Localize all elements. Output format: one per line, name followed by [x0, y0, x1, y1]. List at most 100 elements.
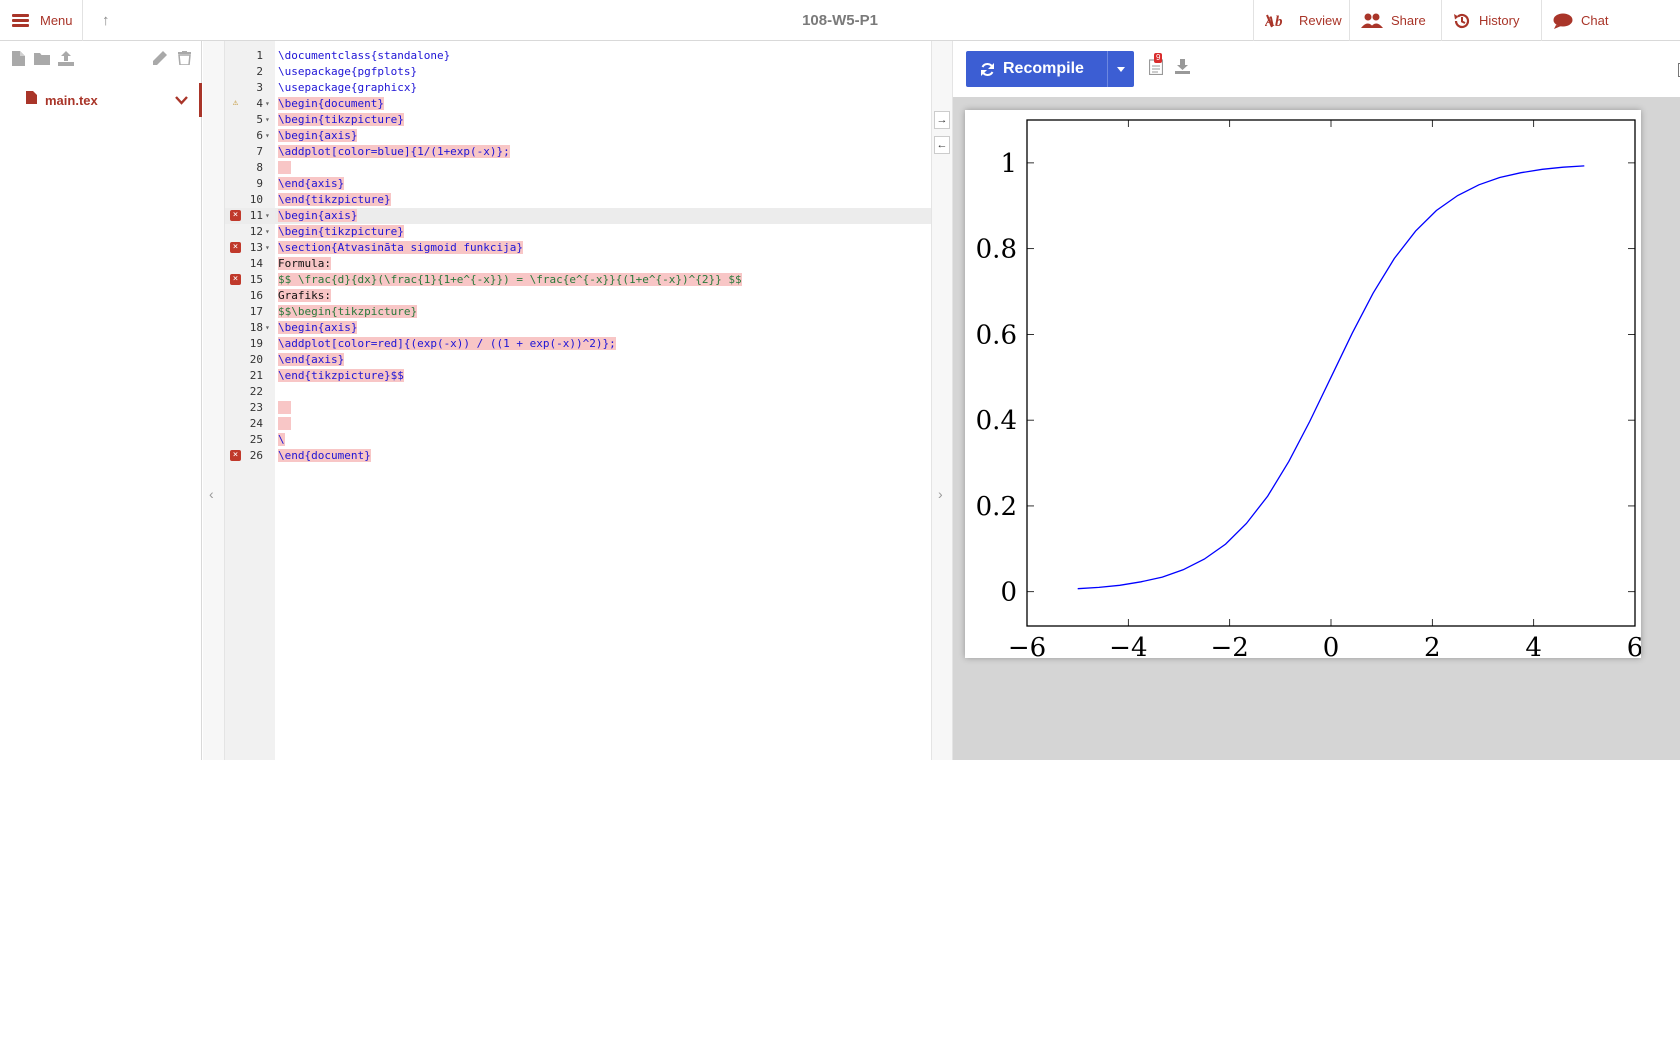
review-button[interactable]: Ab Review	[1265, 0, 1342, 41]
file-icon	[26, 91, 37, 109]
share-button[interactable]: Share	[1361, 0, 1426, 41]
code-line[interactable]: 17 $$\begin{tikzpicture}	[225, 304, 931, 320]
y-tick-label: 1	[1000, 149, 1017, 179]
line-number: 8	[256, 161, 263, 174]
code-text: \end{tikzpicture}	[278, 193, 391, 206]
line-number: 21	[249, 369, 263, 382]
file-name: main.tex	[45, 92, 98, 108]
pane-splitter[interactable]: → ← ›	[931, 41, 953, 760]
line-number: 1	[256, 49, 263, 62]
sigmoid-series-line	[1077, 165, 1585, 590]
sync-to-code-button[interactable]: ←	[934, 136, 950, 154]
fold-toggle-icon[interactable]: ▾	[265, 227, 270, 236]
line-number: 18	[249, 321, 263, 334]
code-text: \begin{document}	[278, 97, 384, 110]
x-tick-label: −6	[1008, 633, 1046, 658]
recompile-options-dropdown[interactable]	[1107, 51, 1134, 87]
code-line[interactable]: 12 ▾ \begin{tikzpicture}	[225, 224, 931, 240]
error-icon[interactable]: ×	[230, 450, 241, 461]
code-line[interactable]: 25 \	[225, 432, 931, 448]
collapse-sidebar-handle[interactable]: ‹	[203, 41, 225, 760]
x-tick-label: 4	[1525, 633, 1542, 658]
code-line[interactable]: 3 \usepackage{graphicx}	[225, 80, 931, 96]
fold-toggle-icon[interactable]: ▾	[265, 211, 270, 220]
new-folder-icon[interactable]	[34, 50, 50, 66]
y-tick-label: 0.4	[976, 406, 1017, 436]
code-line[interactable]: 6 ▾ \begin{axis}	[225, 128, 931, 144]
code-line[interactable]: × 15 $$ \frac{d}{dx}(\frac{1}{1+e^{-x}}) =…	[225, 272, 931, 288]
line-number: 24	[249, 417, 263, 430]
recompile-button[interactable]: Recompile	[966, 51, 1134, 87]
code-line[interactable]: 7 \addplot[color=blue]{1/(1+exp(-x)};	[225, 144, 931, 160]
code-line[interactable]: 16 Grafiks:	[225, 288, 931, 304]
code-line[interactable]: 8	[225, 160, 931, 176]
code-line[interactable]: ⚠ 4 ▾ \begin{document}	[225, 96, 931, 112]
upload-icon[interactable]	[58, 50, 74, 66]
warning-icon[interactable]: ⚠	[232, 98, 239, 108]
divider	[1349, 0, 1350, 41]
code-line[interactable]: 2 \usepackage{pgfplots}	[225, 64, 931, 80]
code-line[interactable]: 1 \documentclass{standalone}	[225, 48, 931, 64]
divider	[1441, 0, 1442, 41]
code-line[interactable]: × 26 \end{document}	[225, 448, 931, 464]
fold-toggle-icon[interactable]: ▾	[265, 323, 270, 332]
x-tick-label: −4	[1109, 633, 1147, 658]
pdf-toolbar: Recompile 9	[953, 41, 1680, 97]
menu-label: Menu	[40, 13, 73, 28]
code-line[interactable]: 20 \end{axis}	[225, 352, 931, 368]
code-line[interactable]: × 13 ▾ \section{Atvasināta sigmoid funkcija…	[225, 240, 931, 256]
chevron-down-icon[interactable]	[175, 92, 188, 110]
line-number: 22	[249, 385, 263, 398]
history-button[interactable]: History	[1453, 0, 1519, 41]
code-line[interactable]: 5 ▾ \begin{tikzpicture}	[225, 112, 931, 128]
chevron-right-icon[interactable]: ›	[938, 486, 943, 502]
fold-toggle-icon[interactable]: ▾	[265, 243, 270, 252]
code-line[interactable]: 10 \end{tikzpicture}	[225, 192, 931, 208]
chat-label: Chat	[1581, 13, 1609, 28]
code-line[interactable]: 21 \end{tikzpicture}$$	[225, 368, 931, 384]
code-line[interactable]: 18 ▾ \begin{axis}	[225, 320, 931, 336]
caret-down-icon	[1117, 66, 1125, 72]
code-editor[interactable]: 1 \documentclass{standalone} 2 \usepackage{…	[225, 41, 931, 760]
code-line[interactable]: 9 \end{axis}	[225, 176, 931, 192]
line-number: 12	[249, 225, 263, 238]
rename-icon[interactable]	[152, 50, 168, 66]
line-number: 17	[249, 305, 263, 318]
code-line[interactable]: 22	[225, 384, 931, 400]
history-icon	[1453, 12, 1471, 30]
code-line[interactable]: 23	[225, 400, 931, 416]
download-pdf-button[interactable]	[1175, 59, 1190, 79]
file-tree-item-main-tex[interactable]: main.tex	[0, 83, 202, 117]
error-icon[interactable]: ×	[230, 210, 241, 221]
line-number: 26	[249, 449, 263, 462]
sync-to-pdf-button[interactable]: →	[934, 111, 950, 129]
code-line[interactable]: 19 \addplot[color=red]{(exp(-x)) / ((1 + …	[225, 336, 931, 352]
divider	[1541, 0, 1542, 41]
line-number: 11	[249, 209, 263, 222]
line-number: 20	[249, 353, 263, 366]
fold-toggle-icon[interactable]: ▾	[265, 115, 270, 124]
fullscreen-icon[interactable]	[1678, 63, 1680, 77]
logs-button[interactable]: 9	[1148, 53, 1164, 80]
code-text: \end{document}	[278, 449, 371, 462]
error-count-badge: 9	[1154, 53, 1163, 63]
error-icon[interactable]: ×	[230, 242, 241, 253]
refresh-icon	[980, 62, 995, 77]
fold-toggle-icon[interactable]: ▾	[265, 99, 270, 108]
code-text: \end{axis}	[278, 353, 345, 366]
line-number: 3	[256, 81, 263, 94]
new-file-icon[interactable]	[10, 50, 26, 66]
code-line[interactable]: 24	[225, 416, 931, 432]
sigmoid-chart: −6 −4 −2 0 2 4 6 0 0.2 0.4 0.6 0.8 1	[976, 119, 1641, 658]
error-icon[interactable]: ×	[230, 274, 241, 285]
menu-button[interactable]: Menu	[12, 0, 73, 41]
chat-button[interactable]: Chat	[1553, 0, 1608, 41]
line-number: 7	[256, 145, 263, 158]
plot-frame	[1026, 119, 1636, 627]
delete-icon[interactable]	[176, 50, 192, 66]
code-line[interactable]: × 11 ▾ \begin{axis}	[225, 208, 931, 224]
y-tick-label: 0.2	[976, 492, 1017, 522]
up-arrow-icon[interactable]: ↑	[102, 12, 110, 29]
fold-toggle-icon[interactable]: ▾	[265, 131, 270, 140]
code-line[interactable]: 14 Formula:	[225, 256, 931, 272]
